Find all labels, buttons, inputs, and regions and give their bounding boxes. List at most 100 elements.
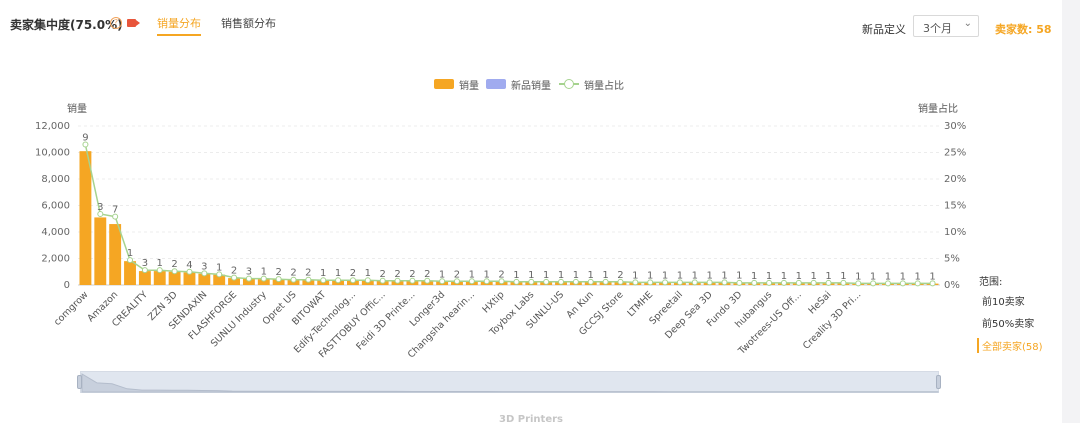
new-count-label: 2 — [379, 269, 385, 280]
new-count-label: 1 — [439, 269, 445, 280]
bar-sales — [168, 271, 181, 285]
y-left-tick-label: 4,000 — [41, 227, 70, 238]
video-icon[interactable] — [127, 19, 140, 27]
new-count-label: 1 — [706, 270, 712, 281]
new-count-label: 2 — [231, 266, 237, 277]
new-count-label: 2 — [424, 269, 430, 280]
share-point — [825, 279, 832, 286]
share-point — [483, 278, 490, 285]
new-count-label: 2 — [498, 269, 504, 280]
y-left-tick-label: 10,000 — [35, 148, 70, 159]
zoom-slider-track[interactable] — [80, 371, 939, 393]
y-left-tick-label: 12,000 — [35, 121, 70, 132]
y-right-tick-label: 15% — [944, 201, 966, 212]
y-left-tick-label: 0 — [64, 280, 70, 291]
new-count-label: 1 — [127, 248, 133, 259]
new-count-label: 1 — [662, 270, 668, 281]
bar-sales — [109, 224, 122, 285]
share-point — [899, 280, 906, 287]
new-count-label: 7 — [112, 205, 118, 216]
range-top10[interactable]: 前10卖家 — [982, 297, 1025, 308]
share-point — [617, 278, 624, 285]
new-count-label: 2 — [409, 269, 415, 280]
legend-swatch-new-sales[interactable] — [486, 79, 506, 89]
tab-revenue-distribution[interactable]: 销售额分布 — [221, 17, 276, 30]
share-point — [201, 270, 208, 277]
new-count-label: 1 — [365, 268, 371, 279]
y-left-tick-label: 2,000 — [41, 254, 70, 265]
new-count-label: 1 — [588, 270, 594, 281]
share-point — [647, 279, 654, 286]
new-count-label: 1 — [915, 271, 921, 282]
left-axis-title: 销量 — [67, 104, 87, 115]
right-axis-title: 销量占比 — [918, 104, 958, 115]
new-count-label: 1 — [261, 267, 267, 278]
range-top50pct[interactable]: 前50%卖家 — [982, 319, 1035, 330]
share-point — [275, 276, 282, 283]
new-count-label: 1 — [810, 271, 816, 282]
bar-sales — [242, 278, 255, 285]
new-count-label: 2 — [290, 268, 296, 279]
share-point — [558, 278, 565, 285]
legend-swatch-sales[interactable] — [434, 79, 454, 89]
new-count-label: 1 — [528, 270, 534, 281]
new-count-label: 1 — [692, 270, 698, 281]
share-point — [676, 279, 683, 286]
new-count-label: 1 — [885, 271, 891, 282]
share-point — [855, 280, 862, 287]
range-all-sellers[interactable]: 全部卖家(58) — [977, 338, 1043, 353]
share-point — [587, 278, 594, 285]
bar-sales — [272, 279, 285, 285]
new-count-label: 1 — [573, 270, 579, 281]
bar-sales — [213, 274, 226, 285]
share-point — [379, 277, 386, 284]
legend-label-new-sales[interactable]: 新品销量 — [511, 81, 551, 92]
share-point — [914, 280, 921, 287]
zoom-handle-right[interactable] — [936, 375, 941, 389]
y-left-tick-label: 8,000 — [41, 174, 70, 185]
new-count-label: 1 — [825, 271, 831, 282]
x-tick-label: HXtip — [480, 289, 506, 315]
share-point — [97, 210, 104, 217]
new-count-label: 1 — [157, 258, 163, 269]
bar-sales — [228, 278, 240, 285]
share-point — [424, 277, 431, 284]
share-point — [810, 279, 817, 286]
share-point — [884, 280, 891, 287]
share-point — [736, 279, 743, 286]
new-count-label: 1 — [796, 271, 802, 282]
new-count-label: 3 — [142, 258, 148, 269]
new-count-label: 1 — [677, 270, 683, 281]
new-count-label: 2 — [454, 269, 460, 280]
new-count-label: 1 — [602, 270, 608, 281]
share-point — [290, 276, 297, 283]
new-count-label: 9 — [82, 133, 88, 144]
chevron-down-icon: ⌄ — [963, 18, 972, 29]
new-count-label: 1 — [840, 271, 846, 282]
period-select[interactable]: 3个月 ⌄ — [913, 15, 979, 37]
legend-label-share[interactable]: 销量占比 — [584, 81, 624, 92]
new-count-label: 1 — [781, 271, 787, 282]
share-point — [186, 268, 193, 275]
share-point — [349, 277, 356, 284]
share-point — [780, 279, 787, 286]
tab-sales-distribution[interactable]: 销量分布 — [157, 15, 201, 36]
share-point — [662, 279, 669, 286]
new-count-label: 3 — [97, 202, 103, 213]
share-point — [141, 267, 148, 274]
share-point — [870, 280, 877, 287]
zoom-handle-left[interactable] — [77, 375, 82, 389]
y-right-tick-label: 10% — [944, 227, 966, 238]
bar-sales — [94, 217, 107, 285]
help-icon[interactable]: ? — [110, 17, 122, 29]
new-count-label: 1 — [929, 271, 935, 282]
new-count-label: 1 — [484, 269, 490, 280]
legend-label-sales[interactable]: 销量 — [459, 81, 479, 92]
share-point — [335, 277, 342, 284]
concentration-title: 卖家集中度(75.0%) — [10, 18, 123, 32]
new-count-label: 1 — [632, 270, 638, 281]
new-count-label: 3 — [246, 267, 252, 278]
share-point — [231, 274, 238, 281]
share-point — [572, 278, 579, 285]
